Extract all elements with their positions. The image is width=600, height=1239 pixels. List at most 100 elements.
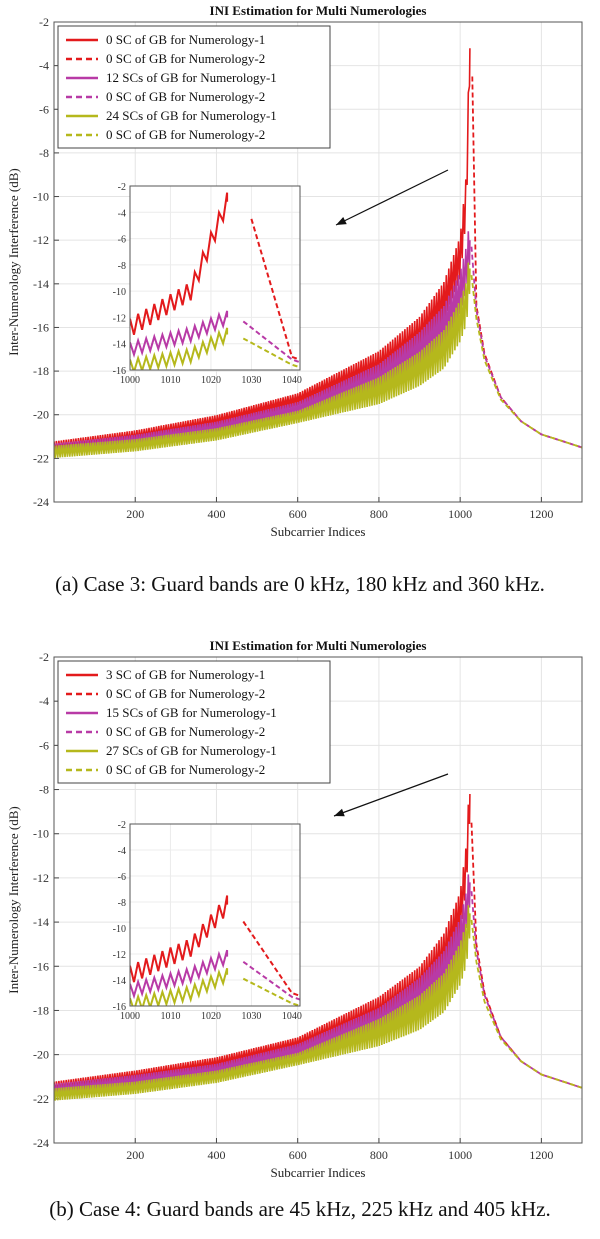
series-group	[54, 48, 582, 458]
legend-entry: 0 SC of GB for Numerology-2	[106, 724, 265, 739]
inset-y-tick-label: -16	[113, 366, 126, 377]
series-group	[54, 793, 582, 1101]
y-axis-label: Inter-Numerology Interference (dB)	[6, 168, 21, 355]
series-line-dashed	[470, 274, 582, 449]
y-tick-label: -24	[33, 1136, 49, 1150]
x-tick-label: 400	[207, 507, 225, 521]
inset-series-line	[130, 192, 229, 335]
legend-entry: 24 SCs of GB for Numerology-1	[106, 108, 277, 123]
y-tick-label: -14	[33, 277, 49, 291]
y-tick-label: -2	[39, 15, 49, 29]
inset-x-tick-label: 1040	[282, 1011, 302, 1022]
legend-entry: 0 SC of GB for Numerology-1	[106, 32, 265, 47]
series-line-dashed	[470, 919, 582, 1089]
y-tick-label: -2	[39, 650, 49, 664]
inset-y-tick-label: -8	[118, 898, 126, 909]
legend-entry: 0 SC of GB for Numerology-2	[106, 127, 265, 142]
legend-entry: 27 SCs of GB for Numerology-1	[106, 743, 277, 758]
y-tick-label: -4	[39, 694, 49, 708]
inset-y-tick-label: -10	[113, 287, 126, 298]
inset-y-tick-label: -14	[113, 340, 126, 351]
inset-x-tick-label: 1040	[282, 375, 302, 386]
inset-y-tick-label: -2	[118, 182, 126, 193]
inset-series-group	[130, 895, 300, 1006]
inset-frame	[129, 823, 301, 1007]
legend-box	[57, 25, 331, 149]
inset-y-tick-label: -6	[118, 235, 126, 246]
y-tick-label: -10	[33, 827, 49, 841]
inset-y-tick-label: -12	[113, 950, 126, 961]
legend-entry: 0 SC of GB for Numerology-2	[106, 89, 265, 104]
y-tick-label: -16	[33, 959, 49, 973]
inset-y-tick-label: -4	[118, 208, 126, 219]
y-tick-label: -18	[33, 1003, 49, 1017]
y-tick-label: -24	[33, 495, 49, 509]
x-axis-label: Subcarrier Indices	[271, 1165, 366, 1180]
x-tick-label: 600	[289, 1148, 307, 1162]
caption-a: (a) Case 3: Guard bands are 0 kHz, 180 k…	[55, 572, 545, 596]
inset-y-tick-label: -14	[113, 976, 126, 987]
legend-entry: 12 SCs of GB for Numerology-1	[106, 70, 277, 85]
inset-series-group	[130, 192, 300, 370]
x-tick-label: 200	[126, 1148, 144, 1162]
inset-x-tick-label: 1020	[201, 1011, 221, 1022]
inset-series-line-dashed	[242, 960, 300, 1001]
chart-a: INI Estimation for Multi Numerologies-24…	[6, 3, 583, 539]
series-line	[54, 905, 471, 1101]
y-tick-label: -20	[33, 1048, 49, 1062]
inset-area	[130, 824, 300, 1006]
axes-frame	[53, 21, 583, 503]
x-tick-label: 800	[370, 507, 388, 521]
pointer-arrow	[333, 773, 449, 817]
inset-x-tick-label: 1010	[160, 1011, 180, 1022]
y-tick-label: -22	[33, 451, 49, 465]
inset-series-line-dashed	[242, 337, 300, 369]
y-tick-label: -18	[33, 364, 49, 378]
x-tick-label: 200	[126, 507, 144, 521]
inset-y-tick-label: -12	[113, 313, 126, 324]
inset-x-tick-label: 1000	[120, 375, 140, 386]
inset-area	[130, 186, 300, 370]
inset-y-tick-label: -8	[118, 261, 126, 272]
x-tick-label: 1200	[529, 507, 553, 521]
inset-series-line	[130, 327, 229, 370]
y-tick-label: -14	[33, 915, 49, 929]
figure-panel-b: INI Estimation for Multi Numerologies -24…	[0, 619, 600, 1239]
inset-y-tick-label: -2	[118, 820, 126, 831]
series-line	[54, 262, 471, 458]
legend-entry: 0 SC of GB for Numerology-2	[106, 686, 265, 701]
x-tick-label: 1200	[529, 1148, 553, 1162]
inset-x-tick-label: 1030	[241, 375, 261, 386]
x-tick-label: 400	[207, 1148, 225, 1162]
pointer-arrowhead	[336, 217, 347, 225]
y-tick-label: -6	[39, 102, 49, 116]
inset-series-line	[130, 310, 229, 358]
legend-box	[57, 660, 331, 784]
legend-entry: 3 SC of GB for Numerology-1	[106, 667, 265, 682]
y-tick-label: -16	[33, 320, 49, 334]
inset-series-line	[130, 968, 229, 1006]
y-tick-label: -8	[39, 783, 49, 797]
inset-series-line	[130, 895, 229, 983]
inset-x-tick-label: 1010	[160, 375, 180, 386]
y-tick-label: -6	[39, 738, 49, 752]
legend-entry: 15 SCs of GB for Numerology-1	[106, 705, 277, 720]
caption-b: (b) Case 4: Guard bands are 45 kHz, 225 …	[49, 1197, 551, 1221]
y-tick-label: -8	[39, 146, 49, 160]
axes-frame	[53, 656, 583, 1144]
y-tick-label: -10	[33, 190, 49, 204]
y-tick-label: -20	[33, 408, 49, 422]
chart-title: INI Estimation for Multi Numerologies	[210, 638, 427, 653]
legend-entry: 0 SC of GB for Numerology-2	[106, 51, 265, 66]
inset-y-tick-label: -16	[113, 1002, 126, 1013]
inset-x-tick-label: 1030	[241, 1011, 261, 1022]
inset-series-line-dashed	[242, 977, 300, 1006]
x-tick-label: 800	[370, 1148, 388, 1162]
inset-frame	[129, 185, 301, 371]
chart-b: INI Estimation for Multi Numerologies-24…	[6, 638, 583, 1180]
inset-series-line	[130, 949, 229, 1000]
inset-y-tick-label: -6	[118, 872, 126, 883]
inset-series-line-dashed	[242, 320, 300, 364]
series-line-dashed	[470, 891, 582, 1089]
pointer-arrowhead	[334, 808, 345, 817]
